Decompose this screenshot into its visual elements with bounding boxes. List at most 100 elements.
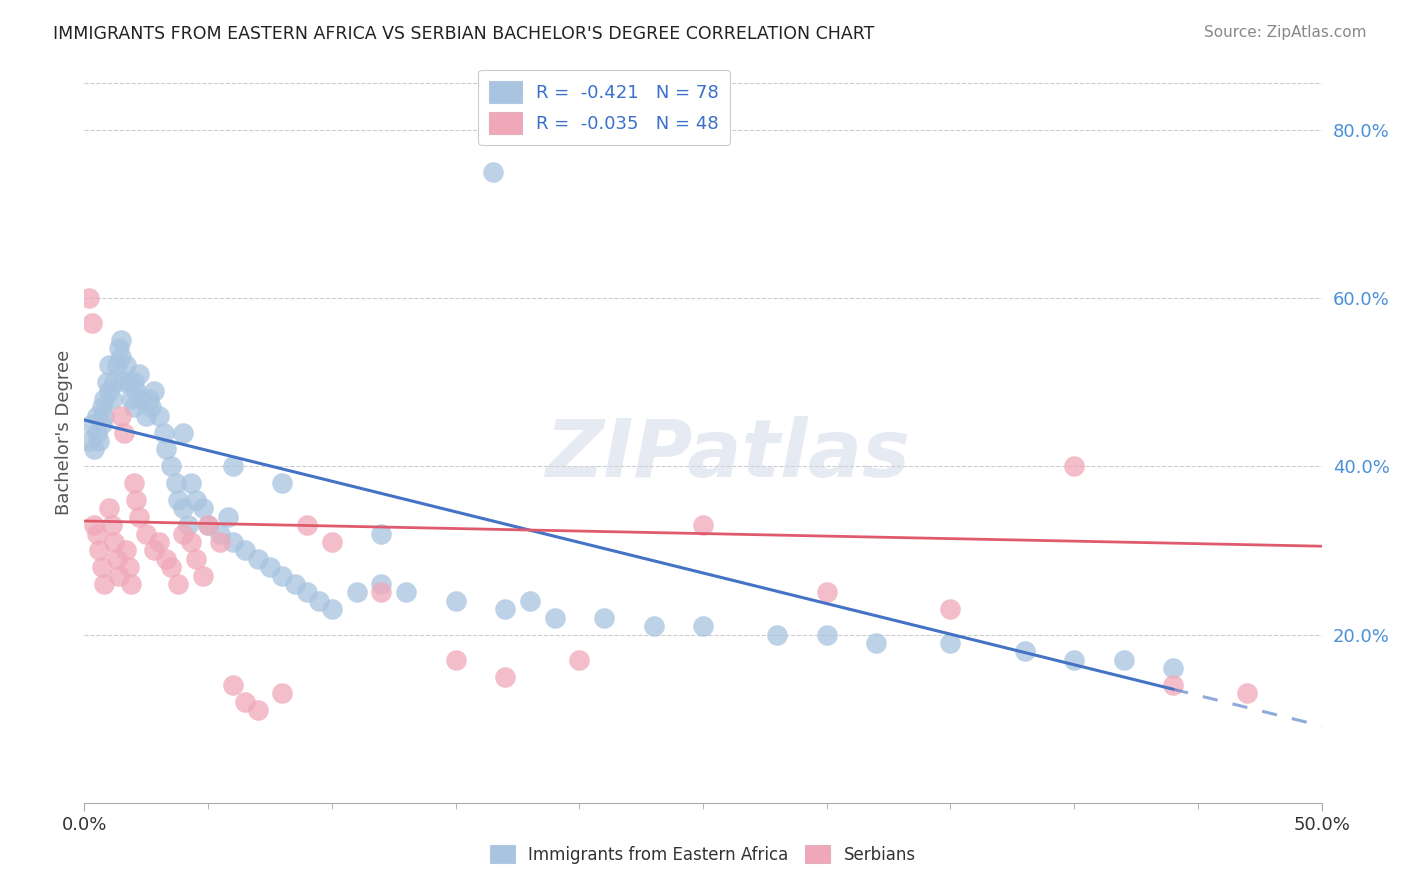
Point	[93, 409, 115, 423]
Point	[481, 165, 503, 179]
Point	[108, 342, 131, 356]
Point	[177, 518, 200, 533]
Point	[100, 518, 122, 533]
Point	[1161, 661, 1184, 675]
Point	[93, 392, 115, 406]
Point	[271, 686, 294, 700]
Point	[172, 526, 194, 541]
Point	[112, 425, 135, 440]
Point	[142, 384, 165, 398]
Point	[543, 610, 565, 624]
Point	[125, 492, 148, 507]
Point	[1236, 686, 1258, 700]
Point	[494, 602, 516, 616]
Point	[209, 535, 232, 549]
Point	[135, 409, 157, 423]
Point	[98, 359, 121, 373]
Point	[100, 392, 122, 406]
Point	[110, 409, 132, 423]
Point	[370, 577, 392, 591]
Point	[692, 518, 714, 533]
Point	[370, 526, 392, 541]
Point	[128, 509, 150, 524]
Point	[148, 535, 170, 549]
Point	[118, 560, 141, 574]
Point	[122, 375, 145, 389]
Point	[89, 434, 111, 448]
Point	[90, 401, 112, 415]
Point	[259, 560, 281, 574]
Point	[112, 375, 135, 389]
Point	[209, 526, 232, 541]
Point	[142, 543, 165, 558]
Text: IMMIGRANTS FROM EASTERN AFRICA VS SERBIAN BACHELOR'S DEGREE CORRELATION CHART: IMMIGRANTS FROM EASTERN AFRICA VS SERBIA…	[53, 25, 875, 43]
Point	[1161, 678, 1184, 692]
Point	[184, 551, 207, 566]
Point	[593, 610, 616, 624]
Point	[172, 501, 194, 516]
Point	[395, 585, 418, 599]
Point	[1063, 459, 1085, 474]
Point	[80, 417, 103, 432]
Point	[103, 535, 125, 549]
Point	[295, 518, 318, 533]
Point	[160, 459, 183, 474]
Legend: Immigrants from Eastern Africa, Serbians: Immigrants from Eastern Africa, Serbians	[484, 838, 922, 871]
Point	[167, 492, 190, 507]
Point	[110, 333, 132, 347]
Point	[105, 359, 128, 373]
Point	[135, 526, 157, 541]
Y-axis label: Bachelor's Degree: Bachelor's Degree	[55, 350, 73, 516]
Point	[122, 401, 145, 415]
Point	[165, 476, 187, 491]
Point	[321, 602, 343, 616]
Point	[128, 367, 150, 381]
Point	[222, 678, 245, 692]
Point	[120, 577, 142, 591]
Point	[93, 577, 115, 591]
Point	[120, 392, 142, 406]
Point	[89, 543, 111, 558]
Point	[83, 518, 105, 533]
Point	[90, 417, 112, 432]
Point	[370, 585, 392, 599]
Point	[308, 594, 330, 608]
Point	[105, 551, 128, 566]
Point	[167, 577, 190, 591]
Point	[184, 492, 207, 507]
Point	[346, 585, 368, 599]
Text: ZIPatlas: ZIPatlas	[546, 416, 910, 494]
Point	[1014, 644, 1036, 658]
Point	[568, 653, 591, 667]
Point	[222, 459, 245, 474]
Point	[103, 375, 125, 389]
Point	[86, 425, 108, 440]
Point	[939, 636, 962, 650]
Point	[444, 653, 467, 667]
Point	[98, 501, 121, 516]
Point	[295, 585, 318, 599]
Point	[191, 568, 214, 582]
Point	[141, 401, 163, 415]
Point	[271, 476, 294, 491]
Point	[692, 619, 714, 633]
Point	[233, 695, 256, 709]
Point	[217, 509, 239, 524]
Point	[180, 535, 202, 549]
Point	[79, 291, 101, 305]
Point	[815, 585, 838, 599]
Legend: R =  -0.421   N = 78, R =  -0.035   N = 48: R = -0.421 N = 78, R = -0.035 N = 48	[478, 70, 730, 145]
Point	[138, 392, 160, 406]
Point	[125, 384, 148, 398]
Point	[172, 425, 194, 440]
Point	[246, 703, 269, 717]
Point	[148, 409, 170, 423]
Point	[160, 560, 183, 574]
Point	[222, 535, 245, 549]
Point	[122, 476, 145, 491]
Point	[180, 476, 202, 491]
Point	[321, 535, 343, 549]
Point	[115, 359, 138, 373]
Point	[98, 384, 121, 398]
Point	[197, 518, 219, 533]
